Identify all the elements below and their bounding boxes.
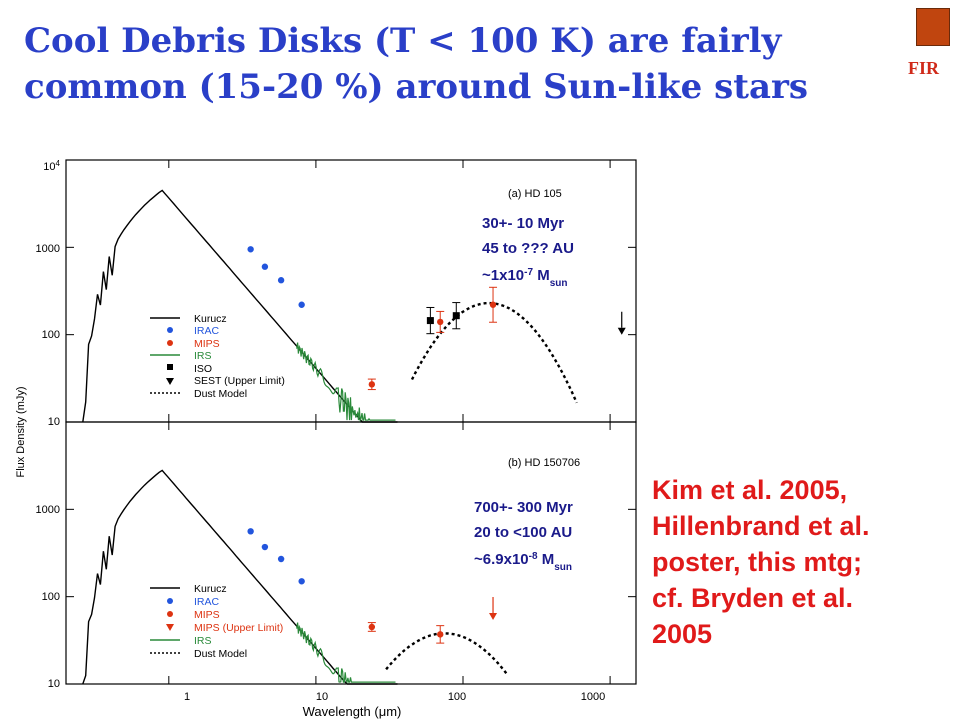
panel-a-annotation: 30+- 10 Myr 45 to ??? AU ~1x10-7 Msun bbox=[482, 215, 574, 289]
y-tick-label: 1000 bbox=[36, 243, 60, 255]
mips-data-point bbox=[437, 318, 444, 326]
legend-mips-marker bbox=[167, 340, 173, 346]
fir-badge-square bbox=[916, 8, 950, 46]
citation-line: poster, this mtg; bbox=[652, 547, 863, 577]
irs-spectrum-line bbox=[296, 342, 396, 423]
dust-model-line bbox=[410, 301, 578, 404]
slide-title: Cool Debris Disks (T < 100 K) are fairly… bbox=[24, 18, 884, 110]
title-line-1: Cool Debris Disks (T < 100 K) are fairly bbox=[24, 21, 782, 61]
annotation-line-1: 30+- 10 Myr bbox=[482, 215, 564, 232]
mips-data-point bbox=[489, 301, 497, 308]
legend-label: IRS bbox=[194, 350, 212, 362]
irac-data-point bbox=[298, 578, 305, 585]
y-axis-label: Flux Density (mJy) bbox=[15, 386, 27, 477]
legend-irac-marker bbox=[167, 598, 173, 604]
legend-label: Dust Model bbox=[194, 388, 247, 400]
irac-data-point bbox=[277, 277, 285, 284]
annotation-line-3: ~6.9x10-8 Msun bbox=[474, 551, 572, 573]
annotation-line-2: 20 to <100 AU bbox=[474, 524, 572, 541]
citation-line: cf. Bryden et al. bbox=[652, 583, 854, 613]
upper-limit-arrow bbox=[489, 613, 498, 621]
legend-mips-upper-marker bbox=[166, 624, 174, 631]
irac-data-point bbox=[261, 543, 269, 551]
model-curves bbox=[82, 189, 578, 685]
legend-label: ISO bbox=[194, 363, 212, 375]
legend-label: IRS bbox=[194, 635, 212, 647]
irac-data-point bbox=[261, 263, 269, 270]
legend-label: Kurucz bbox=[194, 583, 227, 595]
y-tick-label: 10 bbox=[48, 678, 60, 690]
panel-a-legend: Kurucz IRAC MIPS IRS ISO SEST (Upper Lim… bbox=[150, 313, 285, 400]
x-tick-label: 1 bbox=[184, 691, 190, 703]
y-tick-label: 100 bbox=[42, 329, 60, 341]
irac-data-point bbox=[247, 528, 254, 535]
panel-b-annotation: 700+- 300 Myr 20 to <100 AU ~6.9x10-8 Ms… bbox=[474, 499, 573, 573]
annotation-line-3: ~1x10-7 Msun bbox=[482, 267, 568, 289]
panel-b-label: (b) HD 150706 bbox=[508, 457, 580, 469]
legend-label: IRAC bbox=[194, 325, 220, 337]
citation-line: Hillenbrand et al. bbox=[652, 511, 870, 541]
annotation-line-1: 700+- 300 Myr bbox=[474, 499, 573, 516]
title-line-2: common (15-20 %) around Sun-like stars bbox=[24, 67, 809, 107]
y-tick-label: 10 bbox=[48, 416, 60, 428]
mips-data-point bbox=[368, 381, 376, 388]
mips-data-point bbox=[368, 623, 376, 631]
legend-label: Dust Model bbox=[194, 648, 247, 660]
panel-a: (a) HD 105 10 100 1000 104 30+- 10 Myr 4… bbox=[36, 159, 637, 428]
legend-mips-marker bbox=[167, 611, 173, 617]
irac-data-point bbox=[298, 301, 305, 308]
x-tick-label: 10 bbox=[316, 691, 328, 703]
upper-limit-arrow bbox=[617, 327, 626, 335]
citation-line: 2005 bbox=[652, 619, 713, 649]
y-tick-label: 100 bbox=[42, 591, 60, 603]
irs-spectrum-line bbox=[296, 622, 396, 684]
legend-label: Kurucz bbox=[194, 313, 227, 325]
y-tick-label: 104 bbox=[43, 159, 60, 174]
x-tick-label: 100 bbox=[448, 691, 466, 703]
iso-data-point bbox=[452, 312, 460, 320]
legend-label: MIPS bbox=[194, 609, 220, 621]
y-tick-label: 1000 bbox=[36, 504, 60, 516]
irac-data-point bbox=[277, 555, 285, 563]
panel-b-legend: Kurucz IRAC MIPS MIPS (Upper Limit) IRS … bbox=[150, 583, 283, 660]
iso-data-point bbox=[426, 317, 434, 325]
panel-b: (b) HD 150706 10 100 1000 1 10 100 1000 … bbox=[36, 421, 637, 703]
dust-model-line bbox=[385, 632, 508, 675]
legend-label: SEST (Upper Limit) bbox=[194, 375, 285, 387]
citation-line: Kim et al. 2005, bbox=[652, 475, 848, 505]
kurucz-photosphere-line bbox=[82, 469, 398, 685]
legend-sest-marker bbox=[166, 378, 174, 385]
panel-a-label: (a) HD 105 bbox=[508, 188, 562, 200]
x-tick-label: 1000 bbox=[581, 691, 605, 703]
mips-data-point bbox=[437, 631, 444, 638]
data-marks bbox=[66, 159, 636, 685]
legend-irac-marker bbox=[167, 327, 173, 333]
legend-iso-marker bbox=[167, 364, 173, 370]
irac-data-point bbox=[247, 246, 254, 253]
annotation-line-2: 45 to ??? AU bbox=[482, 240, 574, 257]
legend-label: MIPS bbox=[194, 338, 220, 350]
citation-text: Kim et al. 2005, Hillenbrand et al. post… bbox=[652, 472, 952, 652]
legend-label: MIPS (Upper Limit) bbox=[194, 622, 283, 634]
fir-label: FIR bbox=[908, 58, 939, 78]
legend-label: IRAC bbox=[194, 596, 220, 608]
x-axis-label: Wavelength (μm) bbox=[303, 704, 402, 719]
